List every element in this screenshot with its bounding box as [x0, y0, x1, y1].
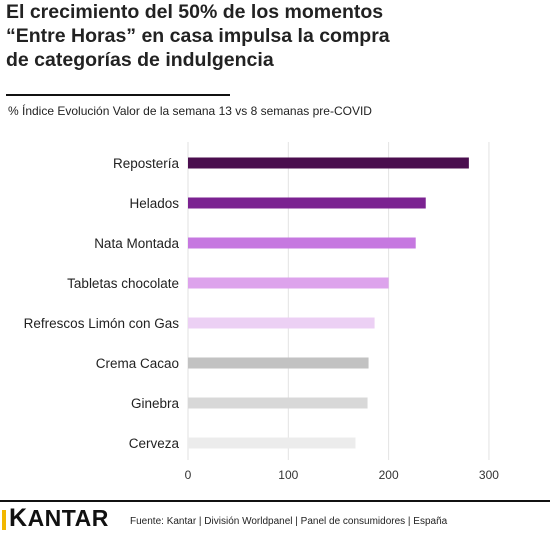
- bar-8: [188, 437, 356, 449]
- category-label-5: Refrescos Limón con Gas: [24, 316, 180, 331]
- title-line-2: “Entre Horas” en casa impulsa la compra: [6, 25, 390, 47]
- category-label-1: Repostería: [113, 156, 180, 171]
- category-label-4: Tabletas chocolate: [67, 276, 179, 291]
- footer-divider: [0, 500, 550, 502]
- x-tick-label-100: 100: [278, 468, 298, 482]
- kantar-logo-mark: [2, 510, 6, 530]
- bar-6: [188, 357, 369, 369]
- x-tick-label-300: 300: [479, 468, 499, 482]
- category-label-2: Helados: [129, 196, 179, 211]
- bar-2: [188, 197, 426, 209]
- chart-subtitle: % Índice Evolución Valor de la semana 13…: [8, 104, 372, 118]
- x-tick-label-200: 200: [379, 468, 399, 482]
- title-divider: [6, 94, 230, 96]
- chart-title: El crecimiento del 50% de los momentos “…: [6, 0, 546, 72]
- bar-4: [188, 277, 389, 289]
- category-label-3: Nata Montada: [94, 236, 179, 251]
- bar-1: [188, 157, 469, 169]
- kantar-logo: KANTAR: [9, 504, 109, 532]
- category-label-7: Ginebra: [131, 396, 180, 411]
- source-note: Fuente: Kantar | División Worldpanel | P…: [130, 516, 448, 527]
- title-line-1: El crecimiento del 50% de los momentos: [6, 1, 384, 23]
- bar-chart: Repostería Helados Nata Montada Tabletas ch…: [24, 142, 499, 482]
- category-label-6: Crema Cacao: [96, 356, 179, 371]
- title-line-3: de categorías de indulgencia: [6, 49, 274, 71]
- kantar-logo-text: ANTAR: [27, 505, 109, 531]
- bar-7: [188, 397, 368, 409]
- bar-3: [188, 237, 416, 249]
- category-label-8: Cerveza: [129, 436, 180, 451]
- bar-5: [188, 317, 375, 329]
- x-tick-label-0: 0: [185, 468, 192, 482]
